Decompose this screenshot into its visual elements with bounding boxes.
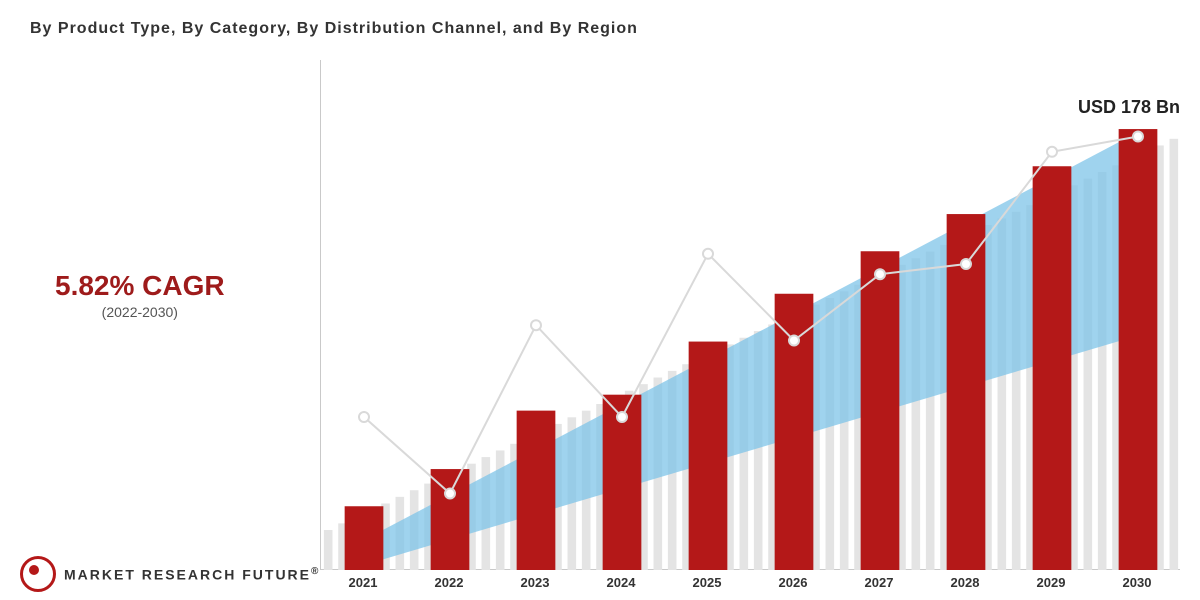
cagr-value: 5.82% CAGR	[55, 270, 225, 302]
cagr-callout: 5.82% CAGR (2022-2030)	[55, 270, 225, 320]
chart-svg	[321, 60, 1181, 570]
final-value-label: USD 178 Bn	[1078, 97, 1180, 118]
bar	[345, 506, 384, 570]
bar	[861, 251, 900, 570]
logo-text: MARKET RESEARCH FUTURE®	[64, 566, 320, 583]
bar	[1033, 166, 1072, 570]
x-axis-label: 2028	[922, 575, 1008, 590]
chart-subtitle: By Product Type, By Category, By Distrib…	[30, 20, 638, 38]
cagr-period: (2022-2030)	[55, 304, 225, 320]
bar	[517, 411, 556, 570]
bar	[431, 469, 470, 570]
logo-icon	[20, 556, 56, 592]
bar	[1119, 129, 1158, 570]
x-axis-label: 2029	[1008, 575, 1094, 590]
bar	[689, 342, 728, 570]
x-axis-label: 2023	[492, 575, 578, 590]
x-axis-label: 2022	[406, 575, 492, 590]
x-axis-label: 2025	[664, 575, 750, 590]
x-axis-label: 2026	[750, 575, 836, 590]
brand-logo: MARKET RESEARCH FUTURE®	[20, 556, 320, 592]
x-axis-label: 2024	[578, 575, 664, 590]
x-axis-label: 2021	[320, 575, 406, 590]
x-axis-label: 2027	[836, 575, 922, 590]
x-axis-label: 2030	[1094, 575, 1180, 590]
x-axis-labels: 2021202220232024202520262027202820292030	[320, 575, 1180, 590]
chart-plot-area: USD 178 Bn	[320, 60, 1180, 570]
